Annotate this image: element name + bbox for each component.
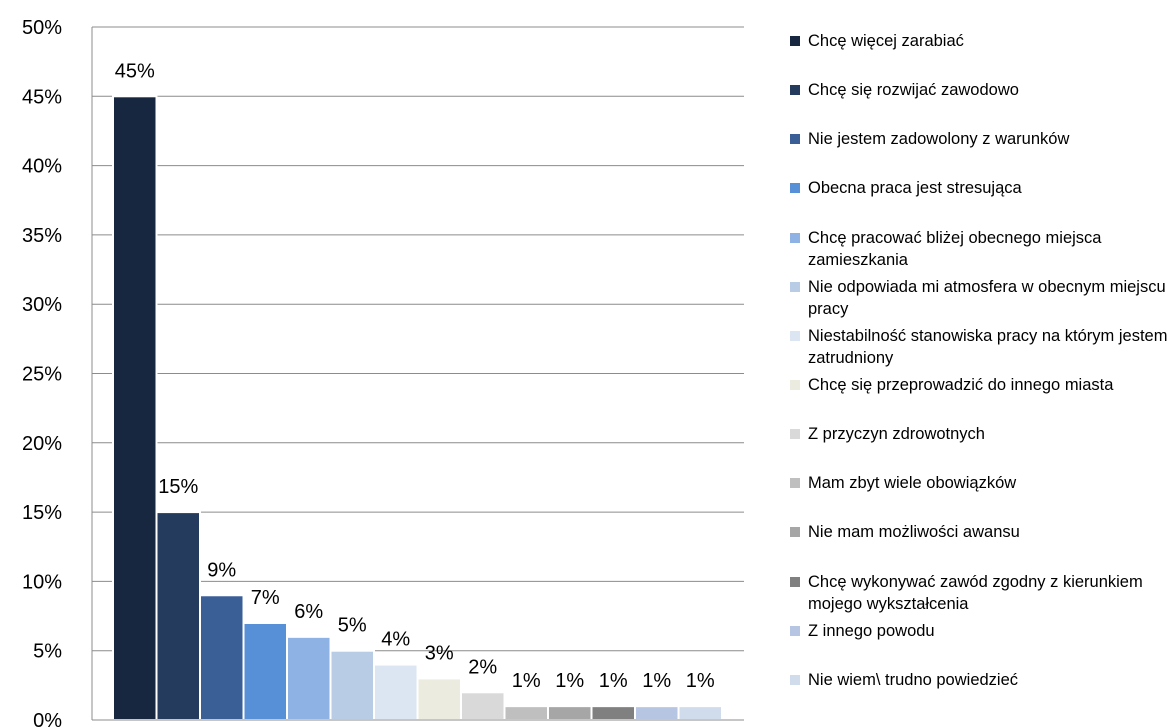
legend-label: Chcę się przeprowadzić do innego miasta (808, 376, 1114, 394)
legend-swatch (790, 85, 800, 95)
y-tick-label: 35% (22, 225, 62, 247)
data-label: 1% (599, 670, 628, 692)
bar (286, 635, 332, 722)
data-labels: 45% 15% 9% 7% 6% 5% 4% 3% 2% 1% 1% 1% 1% 1% (115, 60, 715, 692)
legend-label: Chcę więcej zarabiać (808, 32, 964, 50)
legend-swatch (790, 675, 800, 685)
bar (155, 511, 201, 721)
legend-label: Nie mam możliwości awansu (808, 523, 1020, 541)
legend-item: Nie jestem zadowolony z warunków (790, 128, 1170, 150)
bar (460, 691, 506, 722)
legend-swatch (790, 233, 800, 243)
legend-item: Niestabilność stanowiska pracy na którym… (790, 325, 1170, 369)
legend-swatch (790, 134, 800, 144)
bar-chart: 0% 5% 10% 15% 20% 25% 30% 35% 40% 45% 50% 45% 15% 9%… (22, 17, 744, 727)
legend-item: Chcę więcej zarabiać (790, 30, 1170, 52)
y-tick-label: 5% (33, 641, 62, 663)
data-label: 1% (512, 670, 541, 692)
bar (547, 705, 593, 722)
data-label: 6% (294, 601, 323, 623)
bar (503, 705, 549, 722)
data-label: 9% (207, 559, 236, 581)
legend-item: Nie odpowiada mi atmosfera w obecnym mie… (790, 276, 1170, 320)
legend-item: Nie mam możliwości awansu (790, 521, 1170, 543)
legend-item: Chcę pracować bliżej obecnego miejsca za… (790, 227, 1170, 271)
legend-label: Chcę się rozwijać zawodowo (808, 81, 1019, 99)
legend-swatch (790, 626, 800, 636)
legend-item: Nie wiem\ trudno powiedzieć (790, 669, 1170, 691)
legend-swatch (790, 36, 800, 46)
data-label: 2% (468, 656, 497, 678)
y-tick-label: 50% (22, 17, 62, 39)
legend-label: Chcę pracować bliżej obecnego miejsca za… (808, 229, 1102, 269)
legend-label: Chcę wykonywać zawód zgodny z kierunkiem… (808, 573, 1143, 613)
bar (416, 677, 462, 721)
legend-item: Obecna praca jest stresująca (790, 177, 1170, 199)
legend: Chcę więcej zarabiać Chcę się rozwijać za… (790, 0, 1170, 727)
legend-label: Z innego powodu (808, 622, 935, 640)
legend-label: Z przyczyn zdrowotnych (808, 425, 985, 443)
legend-label: Niestabilność stanowiska pracy na którym… (808, 327, 1168, 367)
y-tick-label: 25% (22, 364, 62, 386)
y-tick-label: 20% (22, 433, 62, 455)
legend-label: Mam zbyt wiele obowiązków (808, 474, 1017, 492)
data-label: 3% (425, 642, 454, 664)
y-tick-label: 45% (22, 86, 62, 108)
legend-label: Nie wiem\ trudno powiedzieć (808, 671, 1019, 689)
bar (199, 594, 245, 722)
legend-item: Z innego powodu (790, 620, 1170, 642)
bar (242, 621, 288, 721)
bar (590, 705, 636, 722)
legend-swatch (790, 429, 800, 439)
legend-swatch (790, 331, 800, 341)
data-label: 1% (555, 670, 584, 692)
legend-swatch (790, 183, 800, 193)
axes (91, 27, 744, 721)
legend-label: Nie odpowiada mi atmosfera w obecnym mie… (808, 278, 1166, 318)
y-tick-label: 40% (22, 156, 62, 178)
y-tick-label: 30% (22, 294, 62, 316)
legend-item: Chcę się rozwijać zawodowo (790, 79, 1170, 101)
legend-swatch (790, 380, 800, 390)
y-tick-label: 15% (22, 502, 62, 524)
data-label: 5% (338, 615, 367, 637)
legend-label: Nie jestem zadowolony z warunków (808, 130, 1070, 148)
legend-swatch (790, 527, 800, 537)
data-label: 45% (115, 60, 155, 82)
legend-swatch (790, 478, 800, 488)
bar (634, 705, 680, 722)
legend-item: Z przyczyn zdrowotnych (790, 423, 1170, 445)
legend-swatch (790, 282, 800, 292)
data-label: 15% (158, 476, 198, 498)
bar (373, 663, 419, 721)
legend-item: Mam zbyt wiele obowiązków (790, 472, 1170, 494)
data-label: 4% (381, 629, 410, 651)
bars (112, 95, 723, 722)
legend-item: Chcę się przeprowadzić do innego miasta (790, 374, 1170, 396)
bar (329, 649, 375, 722)
y-axis-tick-labels: 0% 5% 10% 15% 20% 25% 30% 35% 40% 45% 50% (22, 17, 62, 727)
bar (112, 95, 158, 722)
y-tick-label: 0% (33, 710, 62, 727)
legend-label: Obecna praca jest stresująca (808, 179, 1022, 197)
legend-item: Chcę wykonywać zawód zgodny z kierunkiem… (790, 571, 1170, 615)
bar (677, 705, 723, 722)
data-label: 1% (686, 670, 715, 692)
data-label: 1% (642, 670, 671, 692)
y-tick-label: 10% (22, 571, 62, 593)
legend-swatch (790, 577, 800, 587)
data-label: 7% (251, 587, 280, 609)
